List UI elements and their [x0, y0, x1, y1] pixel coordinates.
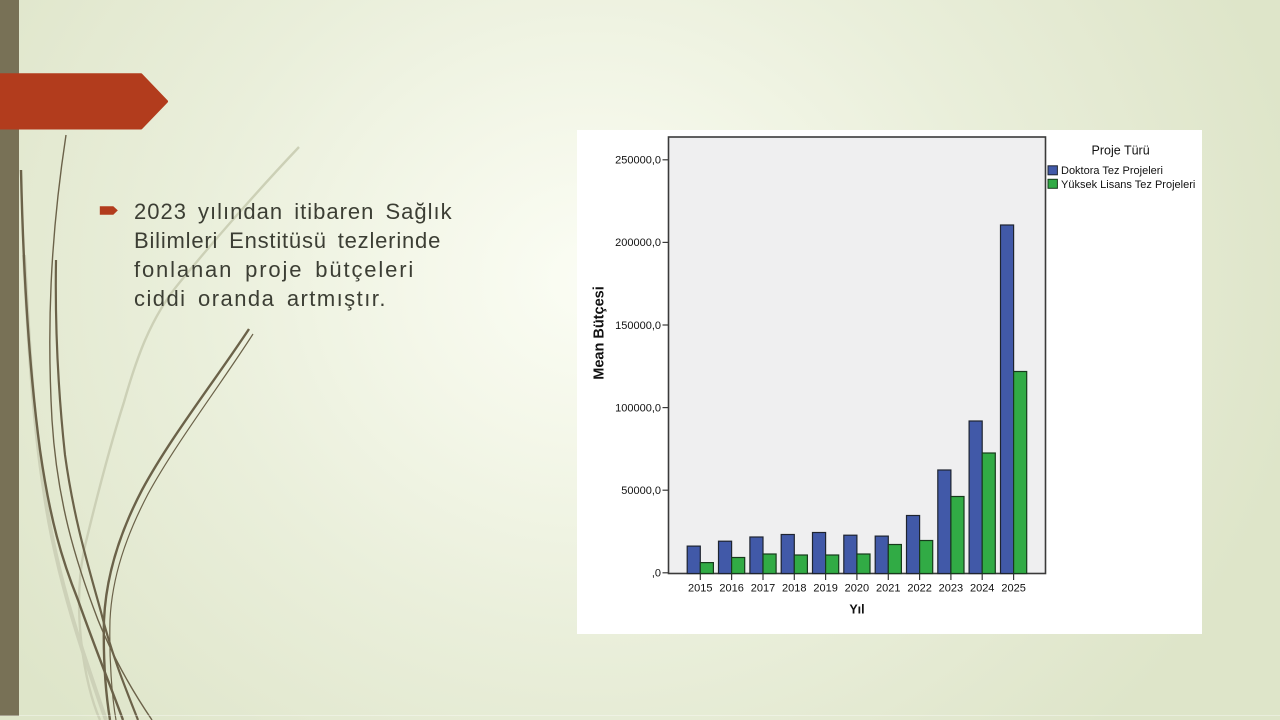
- svg-text:200000,0: 200000,0: [615, 237, 661, 249]
- svg-text:150000,0: 150000,0: [615, 320, 661, 332]
- svg-text:,0: ,0: [652, 568, 661, 580]
- svg-text:2016: 2016: [719, 583, 743, 595]
- svg-text:100000,0: 100000,0: [615, 402, 661, 414]
- svg-text:2018: 2018: [782, 583, 806, 595]
- svg-text:2021: 2021: [876, 583, 900, 595]
- svg-text:2024: 2024: [970, 583, 994, 595]
- svg-text:Yıl: Yıl: [849, 603, 864, 617]
- svg-text:Mean Bütçesi: Mean Bütçesi: [592, 286, 608, 379]
- svg-text:2017: 2017: [751, 583, 775, 595]
- svg-text:2019: 2019: [813, 583, 837, 595]
- svg-text:Yüksek Lisans Tez Projeleri: Yüksek Lisans Tez Projeleri: [1061, 179, 1195, 191]
- svg-text:2023: 2023: [939, 583, 963, 595]
- svg-text:Proje Türü: Proje Türü: [1092, 144, 1150, 158]
- svg-text:50000,0: 50000,0: [621, 485, 661, 497]
- svg-text:2025: 2025: [1001, 583, 1025, 595]
- svg-text:2022: 2022: [907, 583, 931, 595]
- svg-text:250000,0: 250000,0: [615, 155, 661, 167]
- svg-text:2015: 2015: [688, 583, 712, 595]
- svg-text:2020: 2020: [845, 583, 869, 595]
- svg-text:Doktora Tez Projeleri: Doktora Tez Projeleri: [1061, 165, 1163, 177]
